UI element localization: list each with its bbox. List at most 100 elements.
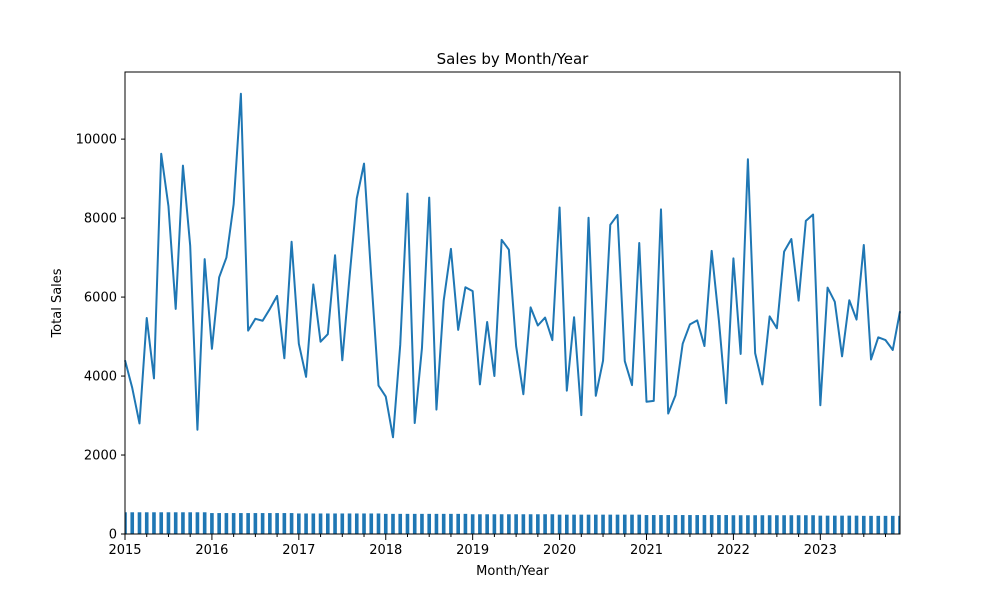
bar [738,515,743,534]
bar [318,513,323,534]
y-tick-label: 2000 [84,449,117,464]
bar [354,513,359,534]
line-series [124,92,901,439]
bar [861,515,866,534]
bar [405,513,410,534]
bar [688,515,692,534]
bar [833,515,837,534]
bar [478,514,482,534]
bar [369,513,374,534]
bar [601,514,605,534]
bar [239,513,243,534]
bar [253,513,258,534]
bar [840,515,844,534]
bar [304,513,308,534]
bar [521,514,526,534]
y-tick-label: 8000 [84,212,117,227]
x-tick-label: 2018 [369,543,402,558]
x-axis: 2015 2016 2017 2018 2019 2020 2021 2022 2023 [108,534,887,558]
bar [709,515,714,534]
y-tick-label: 10000 [76,133,117,148]
bar [217,513,221,534]
bar [789,515,794,534]
bar [297,513,301,534]
bar [825,515,830,534]
y-tick-label: 6000 [84,291,117,306]
bar [796,515,801,534]
x-tick-label: 2020 [543,543,576,558]
bar [702,515,707,534]
bar [202,512,207,534]
bar [275,513,279,534]
bar [412,513,417,534]
bar [159,512,164,534]
x-tick-label: 2022 [717,543,750,558]
bar [181,512,185,534]
bar [847,515,852,534]
bar [231,513,236,534]
bar [391,513,395,534]
bar [724,515,728,534]
bar [680,515,685,534]
y-tick-label: 4000 [84,370,117,385]
x-tick-label: 2016 [195,543,228,558]
bar [333,513,337,534]
bar [376,513,381,534]
bar [260,513,265,534]
bar [586,514,591,534]
x-axis-label: Month/Year [476,564,549,579]
bar [579,514,584,534]
y-tick-label: 0 [109,528,117,543]
bar [130,512,135,534]
bar [137,512,142,534]
bar [427,513,432,534]
bar [289,513,294,534]
bar [659,515,663,534]
bar [775,515,779,534]
bar [543,514,547,534]
bar [492,514,497,534]
chart-title: Sales by Month/Year [437,50,590,68]
bar [890,515,895,534]
bar [622,514,627,534]
bar [869,515,873,534]
bar [898,515,900,534]
bar [528,514,533,534]
x-tick-label: 2017 [282,543,315,558]
x-tick-label: 2023 [804,543,837,558]
bar [441,513,446,534]
bar [347,513,352,534]
bar [615,514,620,534]
bar [420,513,424,534]
bar [717,515,721,534]
bar [282,513,287,534]
bar [152,512,156,534]
bar [125,512,127,534]
bar [210,513,214,534]
bar [398,513,403,534]
bar [637,514,642,534]
bar [188,512,192,534]
bar [362,513,366,534]
bar [325,513,330,534]
bar [651,515,656,534]
y-axis: 0 2000 4000 6000 8000 10000 [76,133,125,543]
bar [673,515,678,534]
bar [593,514,598,534]
bar [565,514,569,534]
bar [166,512,171,534]
bar [195,512,200,534]
bar [224,513,229,534]
bar [311,513,316,534]
x-tick-label: 2021 [630,543,663,558]
bar [876,515,881,534]
bar [608,514,613,534]
bar [434,513,439,534]
bar [173,512,178,534]
bar [449,513,453,534]
x-tick-label: 2019 [456,543,489,558]
bar [767,515,772,534]
bar [144,512,149,534]
